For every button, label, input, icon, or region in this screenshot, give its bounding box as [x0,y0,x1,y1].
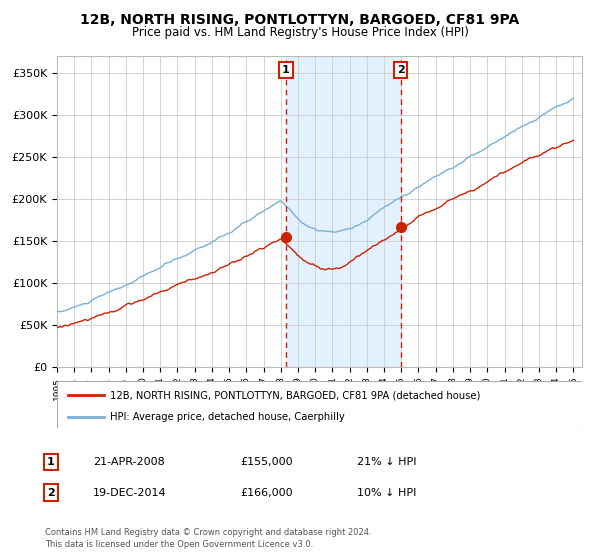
Text: £155,000: £155,000 [240,457,293,467]
Text: 19-DEC-2014: 19-DEC-2014 [93,488,167,498]
Text: 12B, NORTH RISING, PONTLOTTYN, BARGOED, CF81 9PA: 12B, NORTH RISING, PONTLOTTYN, BARGOED, … [80,13,520,27]
Text: 21% ↓ HPI: 21% ↓ HPI [357,457,416,467]
Text: 12B, NORTH RISING, PONTLOTTYN, BARGOED, CF81 9PA (detached house): 12B, NORTH RISING, PONTLOTTYN, BARGOED, … [110,390,480,400]
Text: 2: 2 [397,65,404,75]
Bar [286,56,401,367]
Text: Contains HM Land Registry data © Crown copyright and database right 2024.
This d: Contains HM Land Registry data © Crown c… [45,528,371,549]
Text: 1: 1 [282,65,290,75]
Text: 10% ↓ HPI: 10% ↓ HPI [357,488,416,498]
Text: HPI: Average price, detached house, Caerphilly: HPI: Average price, detached house, Caer… [110,412,344,422]
Text: £166,000: £166,000 [240,488,293,498]
Text: 2: 2 [47,488,55,498]
Text: 21-APR-2008: 21-APR-2008 [93,457,165,467]
Text: 1: 1 [47,457,55,467]
Text: Price paid vs. HM Land Registry's House Price Index (HPI): Price paid vs. HM Land Registry's House … [131,26,469,39]
